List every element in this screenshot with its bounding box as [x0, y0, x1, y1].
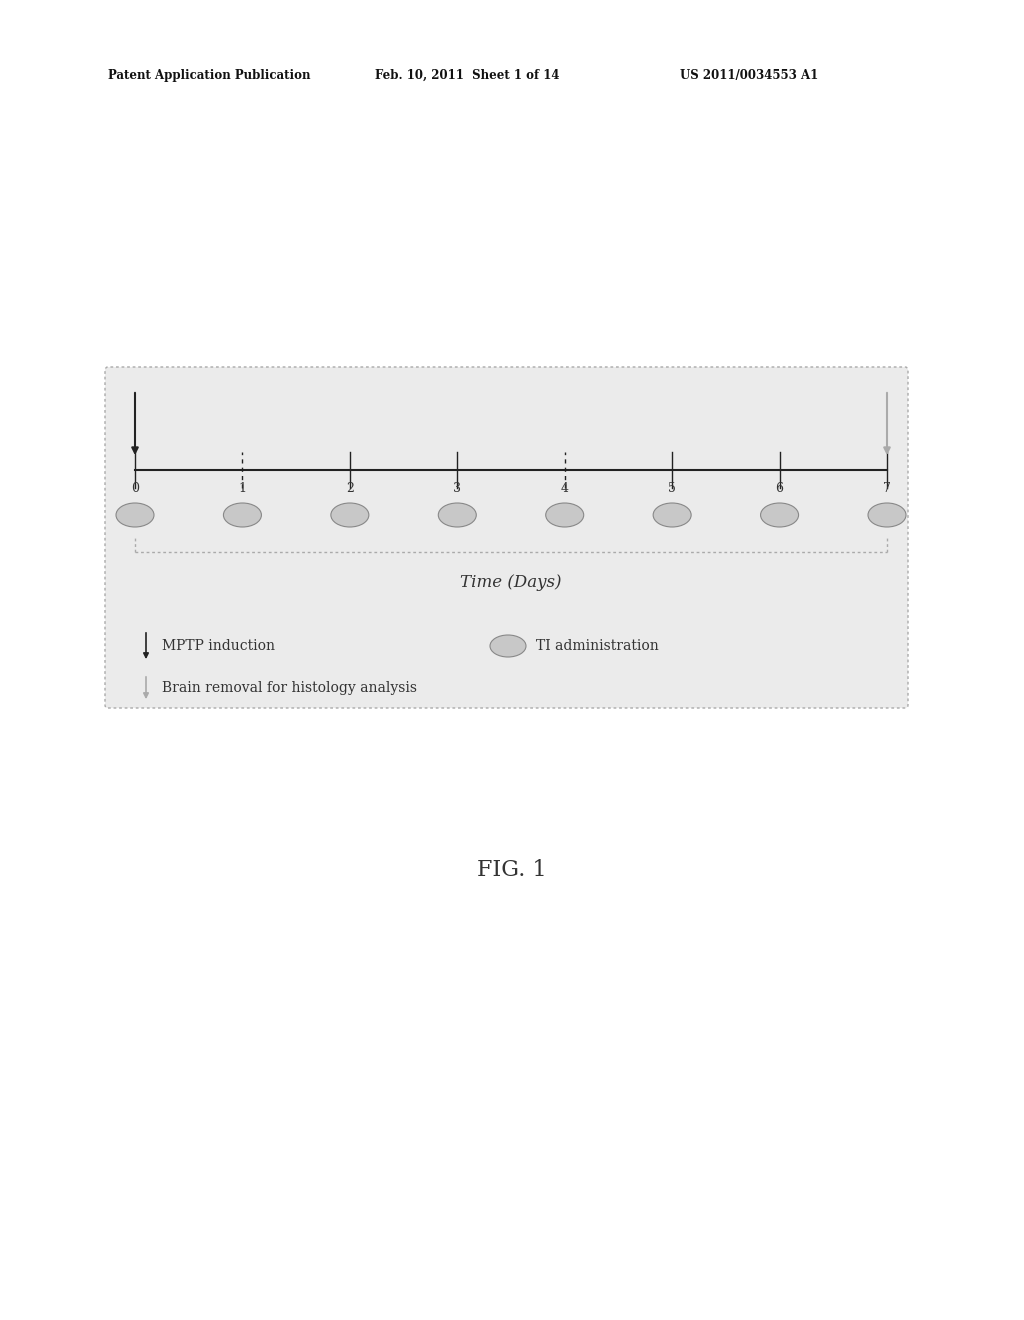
Ellipse shape — [653, 503, 691, 527]
Ellipse shape — [116, 503, 154, 527]
Ellipse shape — [331, 503, 369, 527]
Text: TI administration: TI administration — [536, 639, 658, 653]
Ellipse shape — [438, 503, 476, 527]
Ellipse shape — [223, 503, 261, 527]
Ellipse shape — [490, 635, 526, 657]
Ellipse shape — [868, 503, 906, 527]
Text: Brain removal for histology analysis: Brain removal for histology analysis — [162, 681, 417, 696]
Ellipse shape — [546, 503, 584, 527]
Text: 1: 1 — [239, 482, 247, 495]
Text: 0: 0 — [131, 482, 139, 495]
Text: FIG. 1: FIG. 1 — [477, 859, 547, 880]
Text: 3: 3 — [454, 482, 461, 495]
Text: 4: 4 — [561, 482, 568, 495]
Text: US 2011/0034553 A1: US 2011/0034553 A1 — [680, 69, 818, 82]
Text: Time (Days): Time (Days) — [460, 574, 562, 591]
Text: 6: 6 — [775, 482, 783, 495]
FancyBboxPatch shape — [105, 367, 908, 708]
Text: Patent Application Publication: Patent Application Publication — [108, 69, 310, 82]
Text: 2: 2 — [346, 482, 354, 495]
Text: 5: 5 — [669, 482, 676, 495]
Text: 7: 7 — [883, 482, 891, 495]
Ellipse shape — [761, 503, 799, 527]
Text: MPTP induction: MPTP induction — [162, 639, 275, 653]
Text: Feb. 10, 2011  Sheet 1 of 14: Feb. 10, 2011 Sheet 1 of 14 — [375, 69, 559, 82]
